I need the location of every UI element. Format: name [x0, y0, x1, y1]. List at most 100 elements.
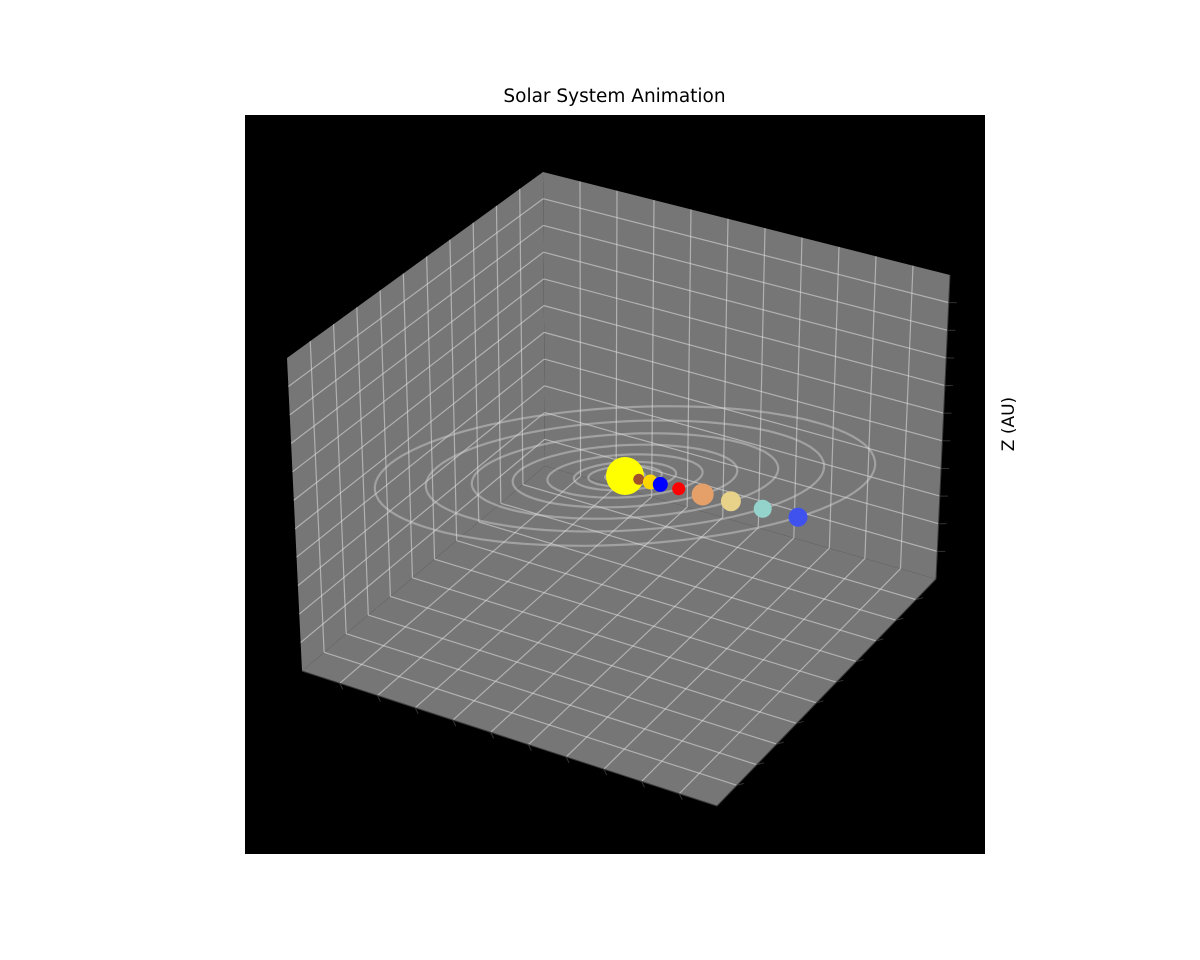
back-wall-gridline: [543, 331, 943, 442]
back-wall-gridline: [544, 438, 938, 552]
left-wall-gridline: [402, 273, 414, 578]
left-wall-gridline: [293, 305, 545, 501]
y-tick: [856, 659, 864, 663]
left-wall-gridline: [296, 358, 545, 558]
orbit-path: [373, 405, 877, 547]
orbit-path: [424, 419, 826, 533]
orbit-path: [470, 432, 780, 520]
x-tick: [414, 707, 419, 715]
floor-gridline: [414, 496, 653, 709]
floor-pane: [302, 466, 936, 806]
left-wall-gridline: [298, 412, 546, 615]
left-wall-gridline: [289, 224, 544, 416]
left-pane: [287, 172, 545, 671]
floor-gridline: [323, 651, 738, 786]
y-tick: [915, 597, 924, 601]
x-tick: [603, 768, 608, 776]
left-wall-gridline: [332, 324, 347, 634]
planet-marker: [788, 507, 808, 527]
back-wall-gridline: [543, 251, 947, 359]
floor-gridline: [478, 521, 877, 642]
x-tick: [527, 744, 532, 751]
y-tick: [816, 700, 824, 704]
left-wall-gridline: [288, 198, 544, 387]
floor-gridline: [368, 614, 777, 745]
floor-gridline: [500, 502, 897, 621]
floor-gridline: [603, 547, 830, 770]
left-wall-gridline: [449, 239, 458, 541]
floor-gridline: [678, 568, 901, 795]
left-wall-gridline: [300, 438, 546, 644]
floor-gridline: [527, 527, 759, 746]
x-tick: [490, 732, 495, 739]
left-wall-gridline: [294, 331, 545, 530]
planet-marker: [753, 499, 772, 518]
floor-gridline: [490, 516, 724, 733]
back-wall-gridline: [828, 246, 840, 549]
left-wall-gridline: [309, 341, 325, 653]
back-wall-gridline: [757, 228, 766, 528]
back-wall-gridline: [793, 237, 803, 538]
floor-gridline: [345, 633, 758, 766]
left-wall-gridline: [426, 256, 436, 560]
floor-gridline: [456, 539, 857, 663]
y-tick: [876, 638, 884, 642]
back-wall-gridline: [544, 385, 940, 497]
y-tick: [896, 617, 904, 621]
back-wall-gridline: [651, 200, 655, 497]
y-tick: [736, 782, 745, 786]
y-axis-line: [716, 578, 937, 807]
left-wall-gridline: [292, 278, 545, 473]
x-tick: [678, 793, 683, 800]
floor-gridline: [390, 595, 797, 725]
back-wall-gridline: [864, 256, 877, 559]
back-wall-gridline: [543, 224, 948, 331]
z-axis-label: Z (AU): [999, 396, 1019, 452]
x-tick: [641, 781, 645, 788]
y-tick: [796, 720, 804, 724]
x-tick: [377, 695, 381, 702]
x-tick: [565, 756, 570, 764]
back-wall-gridline: [615, 190, 618, 487]
back-wall-gridline: [899, 265, 914, 569]
left-wall-gridline: [472, 222, 480, 522]
left-wall-gridline: [495, 205, 502, 504]
x-axis-line: [301, 670, 718, 807]
planet-marker: [672, 482, 686, 496]
orbit-path: [572, 460, 678, 492]
orbit-path: [511, 443, 739, 509]
y-tick: [776, 741, 784, 745]
planet-marker: [606, 457, 644, 495]
z-axis-line: [935, 274, 951, 580]
floor-gridline: [565, 537, 795, 758]
back-wall-gridline: [686, 209, 692, 508]
left-wall-gridline: [297, 385, 545, 587]
y-tick: [756, 762, 764, 766]
planet-marker: [691, 483, 714, 506]
planet-marker: [652, 476, 668, 492]
chart-title: Solar System Animation: [503, 86, 726, 107]
back-wall-gridline: [544, 411, 939, 525]
left-wall-gridline: [290, 251, 544, 444]
back-wall-gridline: [544, 358, 942, 470]
floor-gridline: [434, 558, 837, 683]
back-wall-gridline: [543, 278, 946, 387]
back-wall-gridline: [543, 305, 944, 414]
floor-gridline: [412, 577, 817, 704]
planet-marker: [720, 491, 741, 512]
floor-gridline: [641, 558, 866, 782]
back-wall-gridline: [722, 218, 729, 518]
back-wall-gridline: [579, 181, 582, 477]
floor-gridline: [377, 486, 617, 696]
floor-gridline: [339, 475, 581, 684]
floor-gridline: [522, 484, 917, 601]
floor-gridline: [452, 506, 688, 721]
left-wall-gridline: [379, 290, 391, 597]
left-wall-gridline: [356, 307, 369, 616]
orbit-path: [546, 453, 704, 499]
left-wall-gridline: [519, 188, 524, 485]
back-wall-gridline: [543, 198, 949, 304]
planet-marker: [633, 473, 645, 485]
x-tick: [452, 719, 457, 727]
